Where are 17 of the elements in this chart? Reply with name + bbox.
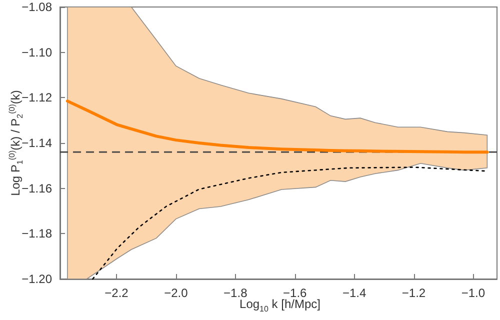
x-tick-label: −1.8: [224, 286, 248, 300]
x-tick-label: −2.2: [104, 286, 129, 300]
y-tick-label: −1.18: [22, 226, 52, 241]
x-tick-label: −1.6: [283, 286, 308, 300]
x-tick-label: −1.2: [402, 286, 426, 300]
y-tick-label: −1.14: [22, 136, 52, 150]
y-tick-label: −1.20: [22, 272, 52, 286]
y-tick-label: −1.10: [22, 45, 52, 60]
y-tick-label: −1.12: [22, 90, 52, 105]
x-tick-label: −1.4: [342, 286, 366, 300]
x-axis-title: Log$_{10}$ k [h/Mpc]: [240, 297, 320, 314]
line-series: [66, 100, 489, 154]
y-tick-label: −1.16: [22, 181, 52, 196]
x-tick-label: −1.0: [461, 286, 486, 300]
y-tick-label: −1.08: [22, 0, 52, 14]
line-series: [92, 166, 488, 280]
x-tick-label: −2.0: [164, 286, 188, 300]
